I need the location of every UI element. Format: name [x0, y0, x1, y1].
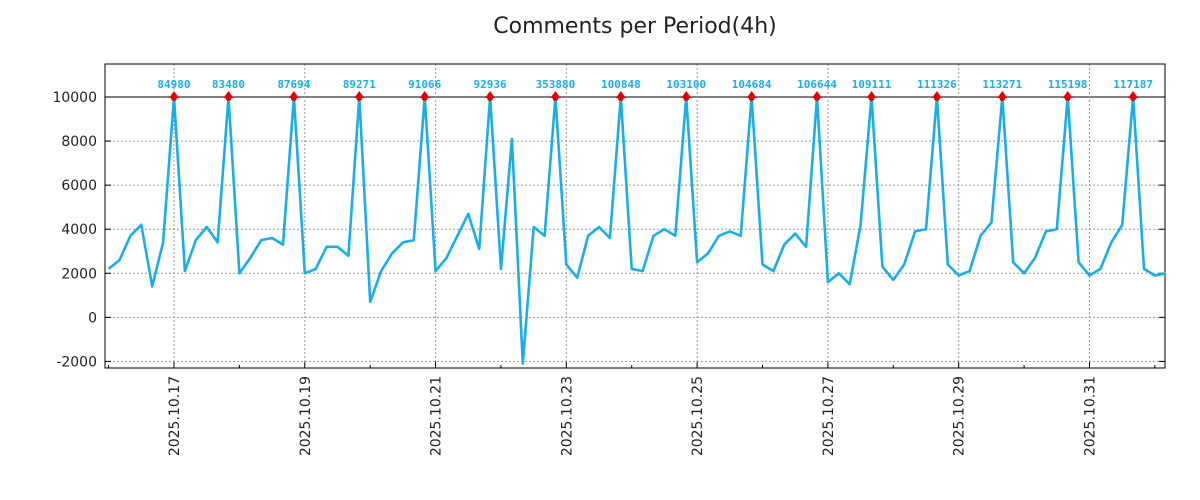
- tick-labels: -2000 0 2000 4000 6000 8000 10000 2025.10.17 202…: [52, 90, 1098, 456]
- peak-label: 89271: [343, 78, 376, 91]
- peak-markers: [168, 91, 1139, 102]
- y-tick-label: 4000: [61, 222, 97, 238]
- peak-label: 104684: [732, 78, 772, 91]
- peak-marker: [866, 91, 877, 99]
- peak-marker-dot: [290, 95, 297, 102]
- peak-marker-dot: [421, 95, 428, 102]
- peak-label: 109111: [852, 78, 892, 91]
- x-tick-label: 2025.10.25: [690, 376, 706, 456]
- axes: [104, 63, 1166, 369]
- grid-layer: [105, 64, 1165, 368]
- peak-marker: [354, 91, 365, 99]
- y-tick-label: 6000: [61, 178, 97, 194]
- peak-marker: [1062, 91, 1073, 99]
- peak-marker: [419, 91, 430, 99]
- peak-marker: [681, 91, 692, 99]
- peak-marker-dot: [552, 95, 559, 102]
- y-tick-label: 0: [88, 310, 97, 326]
- peak-marker-dot: [933, 95, 940, 102]
- peak-label: 113271: [982, 78, 1022, 91]
- peak-label: 84980: [157, 78, 190, 91]
- peak-marker: [931, 91, 942, 99]
- peak-marker-dot: [1130, 95, 1137, 102]
- peak-marker-dot: [356, 95, 363, 102]
- peak-label: 92936: [473, 78, 506, 91]
- x-tick-label: 2025.10.21: [429, 376, 445, 456]
- y-tick-label: -2000: [56, 354, 97, 370]
- peak-labels: 84980 83480 87694 89271 91066 92936 353880 1008…: [157, 78, 1153, 91]
- peak-label: 111326: [917, 78, 957, 91]
- peak-label: 83480: [212, 78, 245, 91]
- peak-label: 106644: [797, 78, 837, 91]
- x-tick-label: 2025.10.27: [821, 376, 837, 456]
- y-tick-label: 2000: [61, 266, 97, 282]
- peak-label: 87694: [277, 78, 310, 91]
- peak-marker: [550, 91, 561, 99]
- peak-marker-dot: [1064, 95, 1071, 102]
- peak-marker-dot: [170, 95, 177, 102]
- peak-marker-dot: [999, 95, 1006, 102]
- peak-marker-dot: [617, 95, 624, 102]
- y-tick-label: 8000: [61, 134, 97, 150]
- peak-marker: [746, 91, 757, 99]
- peak-marker-dot: [748, 95, 755, 102]
- peak-marker: [615, 91, 626, 99]
- peak-label: 103100: [666, 78, 706, 91]
- peak-marker: [288, 91, 299, 99]
- x-tick-label: 2025.10.23: [559, 376, 575, 456]
- series-layer: [107, 95, 1167, 365]
- peak-marker: [485, 91, 496, 99]
- peak-marker-dot: [814, 95, 821, 102]
- peak-label: 91066: [408, 78, 441, 91]
- peak-marker: [812, 91, 823, 99]
- plot-frame: [104, 63, 1166, 369]
- peak-label: 353880: [536, 78, 576, 91]
- peak-label: 117187: [1113, 78, 1153, 91]
- peak-marker: [168, 91, 179, 99]
- peak-label: 115198: [1048, 78, 1088, 91]
- x-tick-label: 2025.10.31: [1082, 376, 1098, 456]
- y-tick-label: 10000: [52, 90, 97, 106]
- series-line: [107, 95, 1167, 365]
- peak-marker: [1128, 91, 1139, 99]
- peak-marker: [223, 91, 234, 99]
- peak-marker-dot: [683, 95, 690, 102]
- x-tick-label: 2025.10.29: [952, 376, 968, 456]
- peak-marker-dot: [868, 95, 875, 102]
- peak-marker-dot: [487, 95, 494, 102]
- peak-label: 100848: [601, 78, 641, 91]
- chart-title: Comments per Period(4h): [493, 14, 777, 39]
- peak-marker: [997, 91, 1008, 99]
- peak-marker-dot: [225, 95, 232, 102]
- x-tick-label: 2025.10.19: [298, 376, 314, 456]
- x-tick-label: 2025.10.17: [167, 376, 183, 456]
